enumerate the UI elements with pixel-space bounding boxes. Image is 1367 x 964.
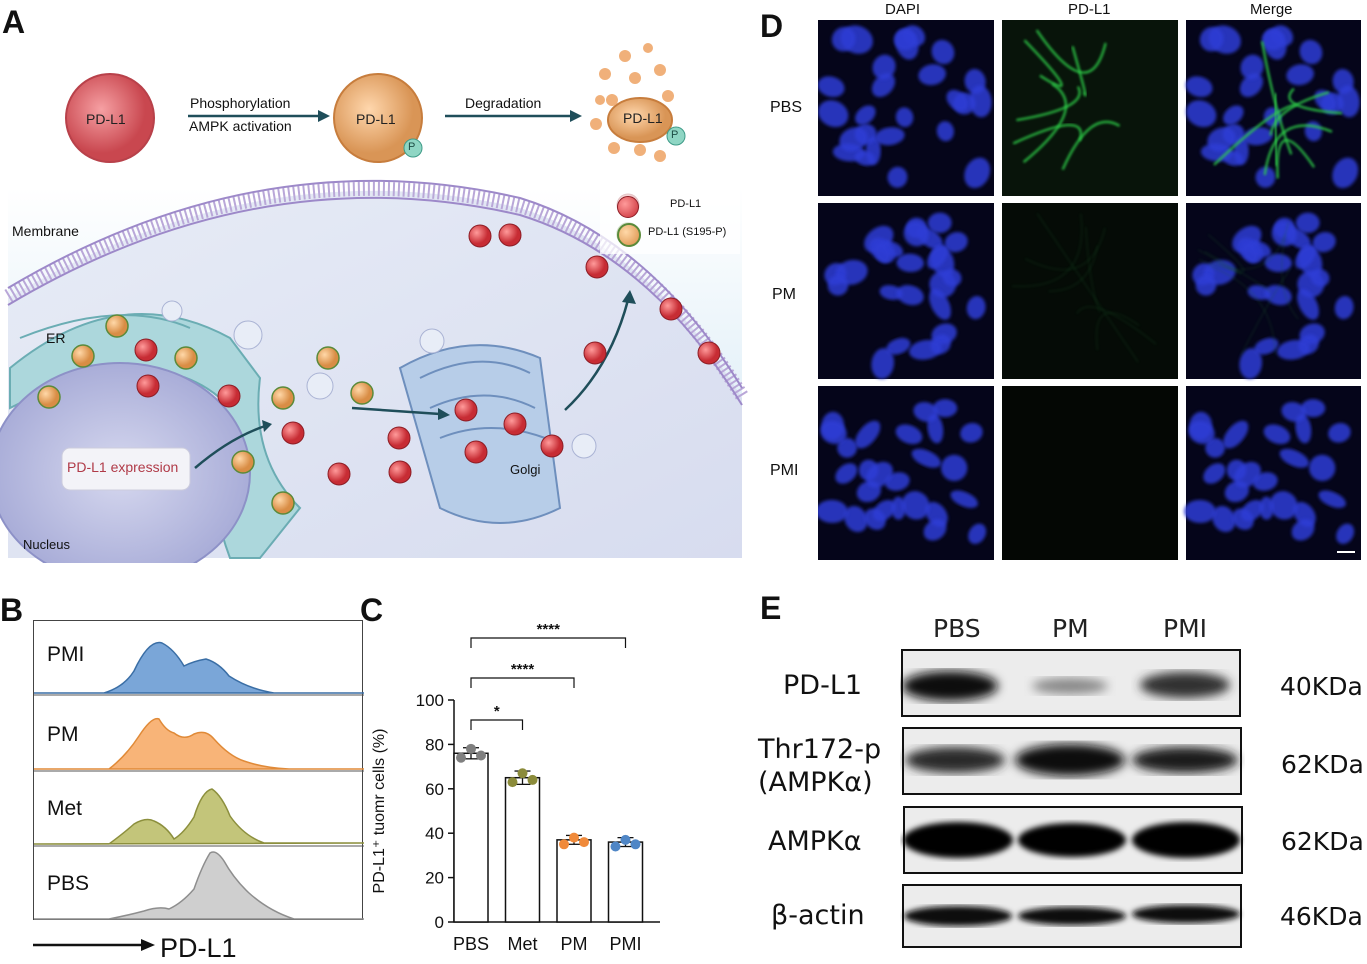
bar-met: [504, 776, 541, 923]
bar-pmi: [607, 841, 644, 923]
if-image-pbs-pdl1: [1002, 20, 1178, 196]
nucleus-label: Nucleus: [23, 537, 70, 552]
arrow-ampk-label: AMPK activation: [189, 118, 292, 134]
data-point: [507, 777, 518, 788]
if-image-grid: [818, 20, 1361, 560]
phosphate-label-1: P: [408, 141, 416, 153]
expression-box: [61, 447, 191, 491]
histogram-row-label-pmi: PMI: [47, 643, 85, 666]
wb-label-bactin: β-actin: [771, 900, 865, 931]
x-tick-label: PM: [561, 934, 588, 954]
significance-bracket: [470, 719, 524, 730]
data-point: [527, 774, 538, 785]
panel-letter-a: A: [2, 4, 26, 40]
y-tick-label: 20: [425, 869, 444, 888]
y-tick-label: 40: [425, 824, 444, 843]
pdl1-cluster-icon: [65, 73, 155, 163]
y-tick-label: 100: [416, 691, 444, 710]
significance-label: ****: [537, 621, 561, 638]
wb-size-ampka: 62KDa: [1281, 827, 1364, 856]
golgi-label: Golgi: [510, 462, 541, 477]
wb-size-thr172p: 62KDa: [1281, 750, 1364, 779]
arrow-degradation-label: Degradation: [465, 95, 542, 111]
bar-chart: 0 20 40 60 80 100 PD-L1⁺ tuomr cells (%) PBS Met…: [371, 621, 660, 954]
significance-bracket: [470, 677, 575, 688]
legend-pdl1-label: PD-L1: [670, 198, 702, 210]
top-pdl1-label-2: PD-L1: [356, 111, 396, 127]
phosphate-badge-icon: [403, 138, 423, 158]
histogram-row-label-pbs: PBS: [47, 872, 90, 895]
data-point: [579, 837, 589, 848]
if-column-merge: Merge: [1250, 1, 1293, 18]
data-point: [517, 768, 528, 779]
bar-pm: [556, 839, 592, 923]
y-tick-label: 80: [425, 735, 444, 754]
if-row-pbs: PBS: [770, 99, 803, 116]
panel-letter-e: E: [760, 590, 782, 626]
if-image-pm-dapi: [818, 203, 994, 380]
panel-a-schematic: [0, 43, 748, 563]
data-point: [620, 834, 631, 845]
er-label: ER: [46, 330, 66, 346]
if-image-pmi-pdl1: [1002, 386, 1178, 560]
top-pdl1-label-1: PD-L1: [86, 111, 126, 127]
flow-histograms: [33, 641, 365, 920]
data-point: [569, 832, 579, 843]
panel-letter-d: D: [760, 8, 784, 44]
panel-letter-c: C: [360, 592, 384, 628]
wb-label-ampka: AMPKα: [768, 826, 862, 857]
x-tick-label: Met: [507, 934, 537, 954]
pdl1-expression-label: PD-L1 expression: [67, 459, 179, 475]
significance-label: *: [494, 703, 500, 720]
golgi-structure: [398, 344, 562, 524]
if-image-pbs-merge: [1185, 20, 1361, 196]
if-image-pm-merge: [1186, 203, 1361, 380]
degraded-pdl1-icon: [590, 43, 686, 162]
significance-bracket: [470, 637, 627, 648]
top-pdl1-label-3: PD-L1: [623, 110, 663, 126]
wb-label-pdl1: PD-L1: [783, 670, 863, 701]
legend-pdl1-icon: [617, 196, 639, 218]
x-tick-label: PBS: [453, 934, 489, 954]
legend-pdl1-phospho-label: PD-L1 (S195-P): [648, 226, 727, 238]
histogram-row-label-pm: PM: [47, 723, 79, 746]
if-column-pdl1: PD-L1: [1068, 1, 1111, 18]
phosphate-label-2: P: [671, 129, 679, 141]
data-point: [610, 841, 621, 852]
legend-pdl1-phospho-icon: [617, 223, 641, 247]
y-tick-label: 0: [435, 913, 444, 932]
if-image-pbs-dapi: [818, 20, 994, 196]
x-tick-label: PMI: [609, 934, 641, 954]
arrow-phosphorylation-label: Phosphorylation: [190, 95, 291, 111]
bar-pbs: [453, 752, 489, 923]
histogram-axis-label: PD-L1: [160, 933, 237, 963]
if-row-pmi: PMI: [770, 462, 799, 479]
membrane-label: Membrane: [12, 223, 79, 239]
data-point: [559, 839, 569, 850]
y-tick-label: 60: [425, 780, 444, 799]
histogram-row-label-met: Met: [47, 797, 83, 820]
significance-label: ****: [511, 661, 535, 678]
western-blot-strips: [901, 649, 1243, 948]
data-point: [476, 750, 486, 761]
wb-size-pdl1: 40KDa: [1280, 672, 1363, 701]
data-point: [630, 839, 641, 850]
pdl1-axis-arrow-icon: [33, 939, 155, 951]
data-point: [456, 752, 466, 763]
y-axis-label: PD-L1⁺ tuomr cells (%): [371, 729, 388, 894]
wb-size-bactin: 46KDa: [1280, 902, 1363, 931]
if-row-pm: PM: [772, 286, 796, 303]
pdl1-phospho-cluster-icon: [333, 73, 423, 163]
wb-column-pmi: PMI: [1163, 614, 1208, 643]
if-image-pm-pdl1: [1002, 203, 1178, 379]
panel-letter-b: B: [0, 592, 24, 628]
wb-label-thr172p: Thr172-p (AMPKα): [758, 734, 882, 798]
if-image-pmi-dapi: [818, 386, 994, 560]
flow-histogram-frame: [33, 620, 365, 920]
data-point: [466, 743, 476, 754]
wb-column-pm: PM: [1052, 614, 1089, 643]
wb-column-pbs: PBS: [933, 614, 981, 643]
if-column-dapi: DAPI: [885, 1, 921, 18]
if-image-pmi-merge: [1183, 386, 1361, 560]
